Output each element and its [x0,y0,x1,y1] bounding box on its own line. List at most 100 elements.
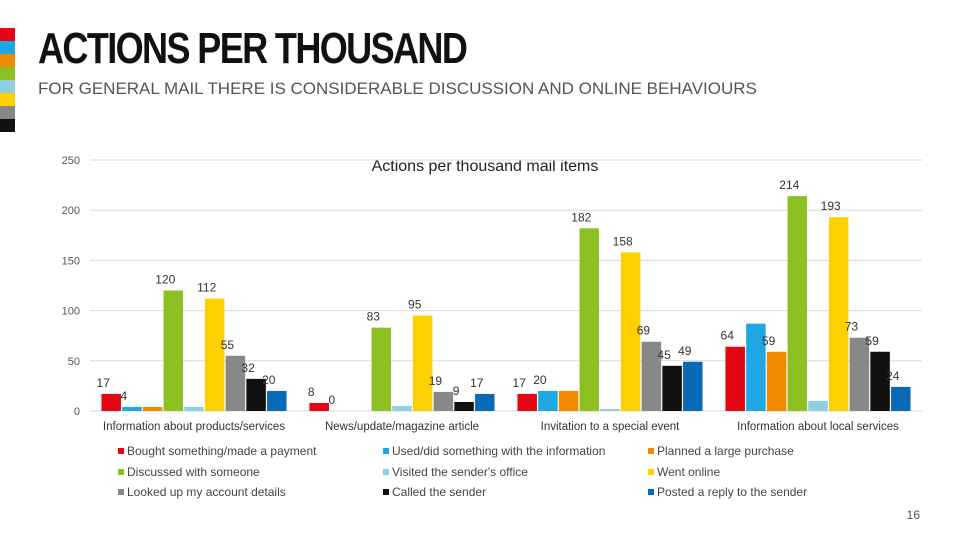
legend-label: Called the sender [392,485,486,499]
data-label: 182 [571,210,591,224]
data-label: 17 [97,376,111,390]
y-tick-label: 200 [62,205,80,217]
bar [641,341,662,411]
bar [204,298,225,411]
data-label: 59 [865,334,879,348]
data-label: 17 [470,376,484,390]
stripe-block [0,41,15,54]
x-tick-label: News/update/magazine article [325,421,479,433]
stripe-block [0,67,15,80]
data-label: 24 [886,369,900,383]
bar [392,405,412,411]
data-label: 73 [845,320,859,334]
bar [184,406,204,411]
color-stripe [0,28,15,132]
bar [849,337,870,411]
data-label: 0 [329,393,336,407]
page-number: 16 [906,508,920,522]
bar [600,408,620,411]
bar [475,393,495,411]
data-label: 45 [657,348,671,362]
bar [163,290,184,411]
data-label: 64 [721,329,735,343]
y-tick-label: 0 [74,406,80,418]
bar [579,228,600,411]
bar [371,327,392,411]
x-tick-label: Information about local services [737,421,899,433]
y-tick-label: 250 [62,155,80,167]
stripe-block [0,106,15,119]
slide-title: ACTIONS PER THOUSAND [38,24,468,73]
legend-swatch [118,448,124,454]
bar [870,351,890,411]
bar [683,361,703,411]
stripe-block [0,28,15,41]
bar [891,386,911,411]
data-label: 9 [453,384,460,398]
bar [225,355,246,411]
bar [828,217,849,411]
data-label: 32 [241,361,255,375]
data-label: 19 [429,374,443,388]
legend-label: Discussed with someone [127,465,260,479]
bar [808,400,828,411]
data-label: 17 [513,376,527,390]
x-tick-label: Invitation to a special event [541,421,681,433]
data-label: 59 [762,334,776,348]
bar [454,401,474,411]
x-tick-label: Information about products/services [103,421,285,433]
y-tick-label: 50 [68,356,80,368]
data-label: 4 [121,389,128,403]
data-label: 8 [308,385,315,399]
stripe-block [0,93,15,106]
legend-swatch [648,448,654,454]
legend-label: Went online [657,465,720,479]
bar [122,406,142,411]
bar [662,365,682,411]
legend-label: Looked up my account details [127,485,286,499]
data-label: 69 [637,324,651,338]
stripe-block [0,54,15,67]
bar [620,252,641,411]
bar [433,391,454,411]
bar [267,390,287,411]
data-label: 55 [221,338,235,352]
bar [766,351,787,411]
stripe-block [0,119,15,132]
slide-subtitle: FOR GENERAL MAIL THERE IS CONSIDERABLE D… [38,79,757,98]
legend-swatch [118,469,124,475]
bar [517,393,537,411]
legend-swatch [383,469,389,475]
legend-label: Visited the sender's office [392,465,528,479]
data-label: 49 [678,344,692,358]
data-label: 112 [197,281,216,295]
bar [142,406,163,411]
chart-title: Actions per thousand mail items [372,158,599,175]
data-label: 158 [613,234,633,248]
stripe-block [0,80,15,93]
data-label: 120 [155,273,175,287]
legend-swatch [118,489,124,495]
legend-swatch [383,448,389,454]
y-tick-label: 150 [62,255,80,267]
data-label: 20 [533,373,547,387]
data-label: 193 [821,199,841,213]
data-label: 83 [367,310,381,324]
legend-swatch [383,489,389,495]
data-label: 214 [779,178,799,192]
legend-label: Posted a reply to the sender [657,485,807,499]
bar [787,196,808,411]
bar [412,315,433,411]
bar [558,390,579,411]
y-tick-label: 100 [62,306,80,318]
legend-swatch [648,469,654,475]
bar [246,378,266,411]
bar [746,323,766,411]
bar [309,402,329,411]
legend-label: Used/did something with the information [392,444,605,458]
bar [725,346,745,411]
legend-label: Planned a large purchase [657,444,794,458]
bar [101,393,121,411]
bar [538,390,558,411]
